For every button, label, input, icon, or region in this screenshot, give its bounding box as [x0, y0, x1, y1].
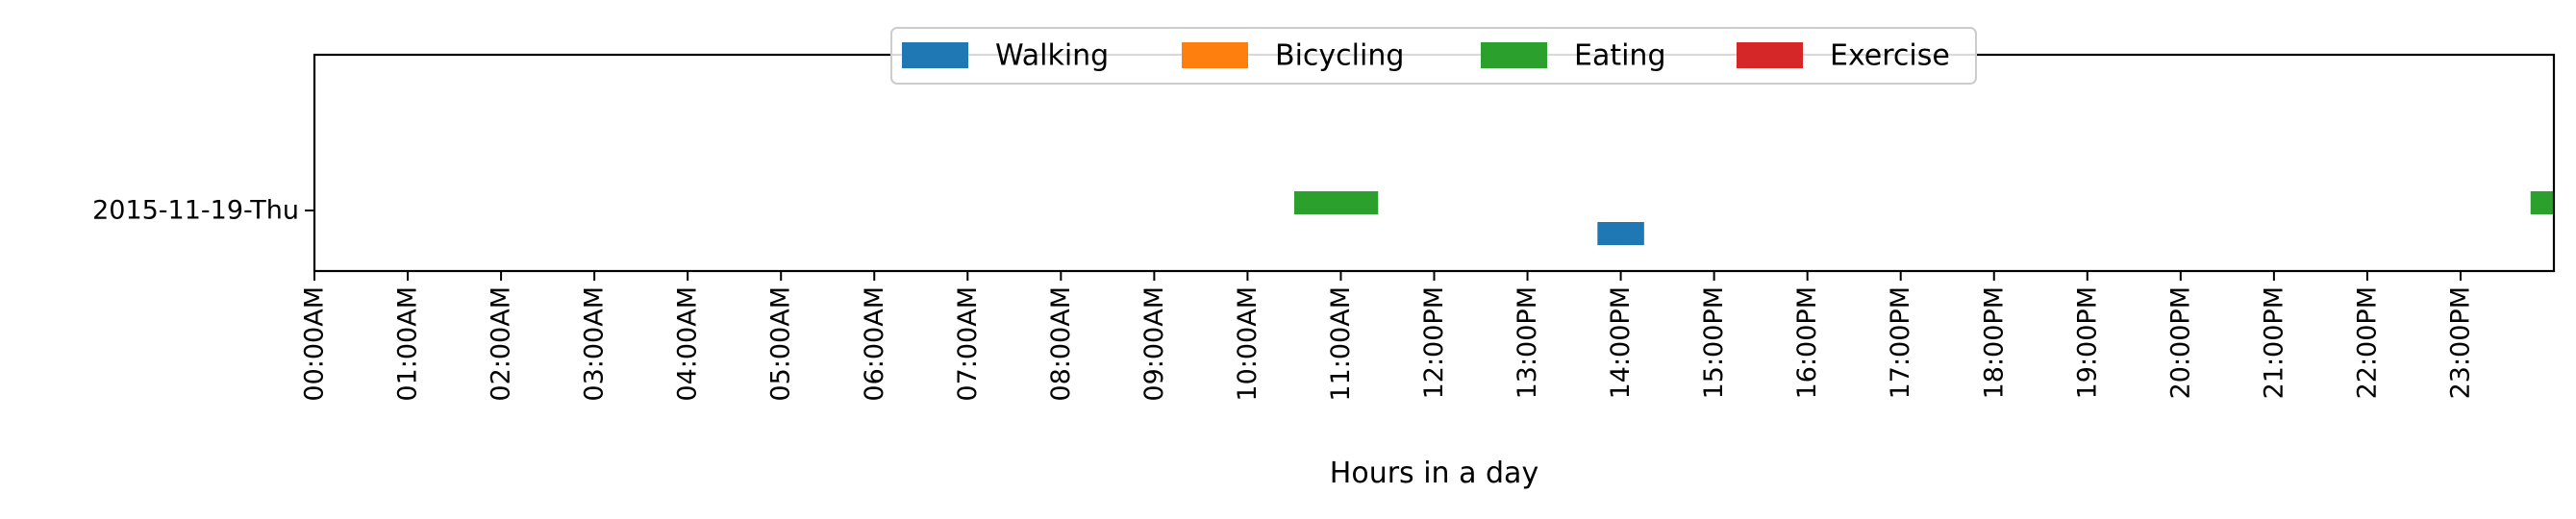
x-tick-label: 01:00AM	[393, 286, 423, 402]
legend: Walking Bicycling Eating Exercise	[890, 27, 1977, 85]
x-tick-label: 20:00PM	[2165, 286, 2195, 399]
x-tick-label: 00:00AM	[300, 286, 330, 402]
x-tick-label: 09:00AM	[1139, 286, 1169, 402]
legend-swatch-exercise	[1737, 42, 1803, 68]
legend-label-walking: Walking	[995, 39, 1109, 73]
x-tick-label: 14:00PM	[1606, 286, 1636, 399]
activity-bar-walking	[1597, 222, 1644, 245]
bars-layer	[1293, 191, 2554, 245]
x-tick-label: 05:00AM	[766, 286, 796, 402]
legend-label-eating: Eating	[1574, 39, 1666, 73]
ticks-layer: 00:00AM 01:00AM 02:00AM 03:00AM 04:00AM 05:00…	[92, 196, 2475, 402]
x-tick-label: 04:00AM	[673, 286, 703, 402]
x-tick-label: 17:00PM	[1886, 286, 1915, 399]
legend-swatch-eating	[1481, 42, 1547, 68]
legend-label-bicycling: Bicycling	[1275, 39, 1404, 73]
x-tick-label: 12:00PM	[1419, 286, 1449, 399]
activity-bar-eating	[1293, 191, 1379, 214]
x-tick-label: 07:00AM	[953, 286, 983, 402]
x-tick-label: 22:00PM	[2352, 286, 2382, 399]
x-tick-label: 19:00PM	[2072, 286, 2102, 399]
x-tick-label: 02:00AM	[487, 286, 516, 402]
x-tick-label: 13:00PM	[1513, 286, 1542, 399]
x-tick-label: 08:00AM	[1046, 286, 1076, 402]
x-tick-label: 11:00AM	[1326, 286, 1356, 402]
legend-label-exercise: Exercise	[1830, 39, 1950, 73]
legend-box	[890, 27, 1977, 85]
legend-swatch-bicycling	[1182, 42, 1248, 68]
x-tick-label: 21:00PM	[2259, 286, 2288, 399]
y-tick-label: 2015-11-19-Thu	[92, 196, 299, 226]
x-tick-label: 06:00AM	[860, 286, 889, 402]
activity-bar-eating	[2530, 191, 2554, 214]
x-tick-label: 03:00AM	[580, 286, 610, 402]
x-tick-label: 15:00PM	[1699, 286, 1729, 399]
x-tick-label: 16:00PM	[1792, 286, 1822, 399]
x-axis-label: Hours in a day	[1330, 457, 1538, 490]
x-tick-label: 23:00PM	[2445, 286, 2475, 399]
legend-swatch-walking	[902, 42, 968, 68]
x-tick-label: 10:00AM	[1233, 286, 1263, 402]
x-tick-label: 18:00PM	[1979, 286, 2009, 399]
